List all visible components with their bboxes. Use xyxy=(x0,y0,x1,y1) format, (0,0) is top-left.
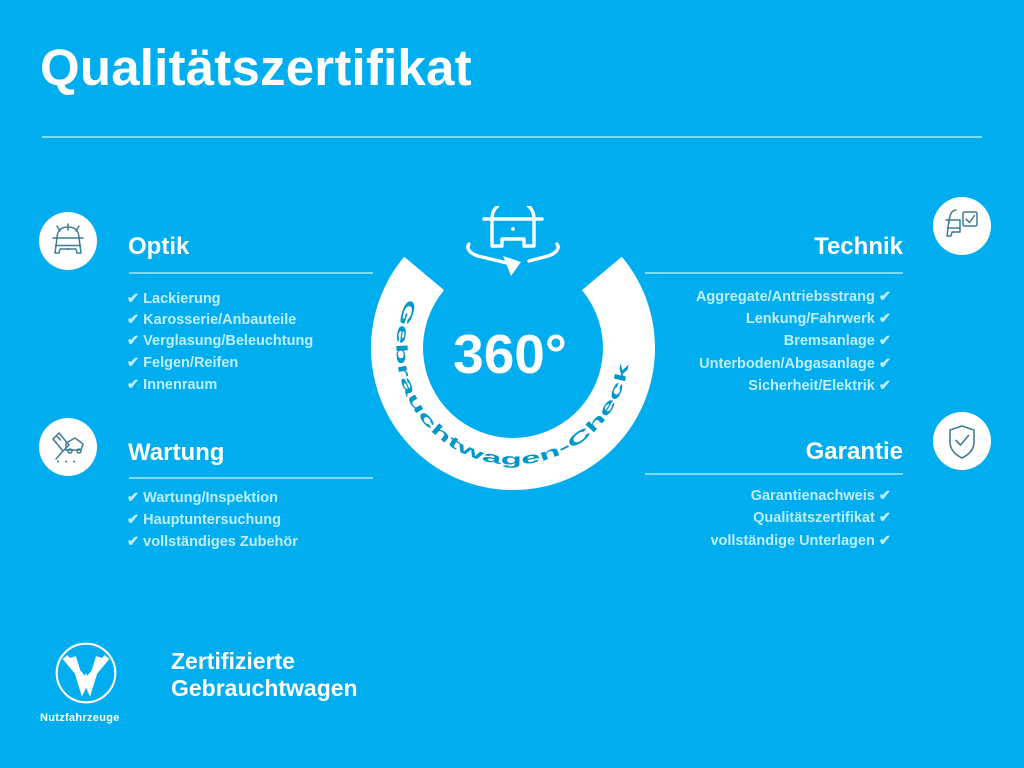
svg-text:360°: 360° xyxy=(453,323,567,385)
